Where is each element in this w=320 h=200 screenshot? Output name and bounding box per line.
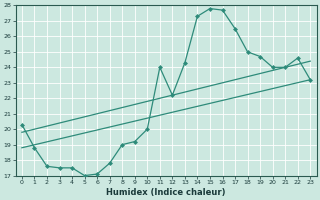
X-axis label: Humidex (Indice chaleur): Humidex (Indice chaleur) — [106, 188, 226, 197]
